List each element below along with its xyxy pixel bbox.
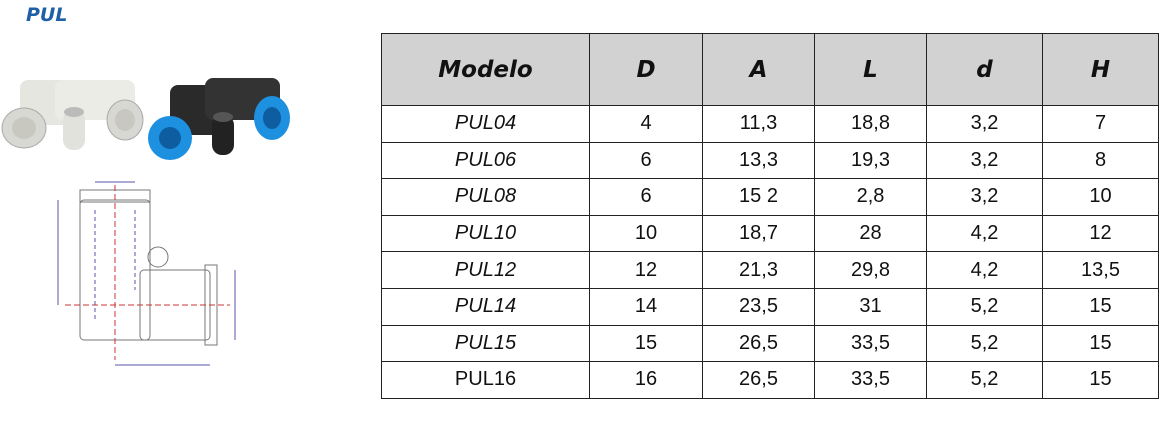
value-cell: 16 xyxy=(589,361,703,399)
value-cell: 3,2 xyxy=(926,105,1043,143)
black-fitting xyxy=(148,78,290,160)
model-cell: PUL10 xyxy=(381,214,590,253)
value-cell: 7 xyxy=(1042,105,1159,143)
value-cell: 18,8 xyxy=(814,105,927,143)
table-row: PUL08 6 15 2 2,8 3,2 10 xyxy=(381,178,1159,216)
value-cell: 4,2 xyxy=(926,214,1043,253)
value-cell: 2,8 xyxy=(814,178,927,216)
table-row: PUL06 6 13,3 19,3 3,2 8 xyxy=(381,141,1159,180)
value-cell: 26,5 xyxy=(702,324,815,363)
value-cell: 29,8 xyxy=(814,251,927,289)
value-cell: 4,2 xyxy=(926,251,1043,289)
column-header: D xyxy=(589,33,703,106)
value-cell: 3,2 xyxy=(926,141,1043,180)
value-cell: 5,2 xyxy=(926,287,1043,326)
value-cell: 31 xyxy=(814,287,927,326)
value-cell: 18,7 xyxy=(702,214,815,253)
value-cell: 19,3 xyxy=(814,141,927,180)
value-cell: 5,2 xyxy=(926,324,1043,363)
table-row: PUL10 10 18,7 28 4,2 12 xyxy=(381,214,1159,253)
column-header: H xyxy=(1042,33,1159,106)
column-header: A xyxy=(702,33,815,106)
column-header: d xyxy=(926,33,1043,106)
value-cell: 23,5 xyxy=(702,287,815,326)
table-row: PUL16 16 26,5 33,5 5,2 15 xyxy=(381,361,1159,399)
value-cell: 6 xyxy=(589,141,703,180)
technical-drawing xyxy=(57,181,236,366)
value-cell: 15 xyxy=(1042,287,1159,326)
value-cell: 28 xyxy=(814,214,927,253)
model-cell: PUL16 xyxy=(381,361,590,399)
value-cell: 10 xyxy=(1042,178,1159,216)
product-images xyxy=(1,78,290,366)
value-cell: 6 xyxy=(589,178,703,216)
column-header: L xyxy=(814,33,927,106)
model-cell: PUL06 xyxy=(381,141,590,180)
model-cell: PUL08 xyxy=(381,178,590,216)
model-cell: PUL04 xyxy=(381,105,590,143)
value-cell: 15 xyxy=(589,324,703,363)
model-cell: PUL14 xyxy=(381,287,590,326)
value-cell: 13,5 xyxy=(1042,251,1159,289)
page-title: PUL xyxy=(26,4,68,26)
model-cell: PUL12 xyxy=(381,251,590,289)
table-row: PUL15 15 26,5 33,5 5,2 15 xyxy=(381,324,1159,363)
white-fitting xyxy=(1,80,144,150)
value-cell: 4 xyxy=(589,105,703,143)
value-cell: 15 xyxy=(1042,361,1159,399)
value-cell: 10 xyxy=(589,214,703,253)
value-cell: 3,2 xyxy=(926,178,1043,216)
value-cell: 15 2 xyxy=(702,178,815,216)
value-cell: 33,5 xyxy=(814,361,927,399)
value-cell: 33,5 xyxy=(814,324,927,363)
value-cell: 5,2 xyxy=(926,361,1043,399)
value-cell: 15 xyxy=(1042,324,1159,363)
column-header: Modelo xyxy=(381,33,590,106)
value-cell: 8 xyxy=(1042,141,1159,180)
table-row: PUL04 4 11,3 18,8 3,2 7 xyxy=(381,105,1159,143)
value-cell: 14 xyxy=(589,287,703,326)
model-cell: PUL15 xyxy=(381,324,590,363)
value-cell: 21,3 xyxy=(702,251,815,289)
value-cell: 12 xyxy=(1042,214,1159,253)
value-cell: 26,5 xyxy=(702,361,815,399)
table-row: PUL14 14 23,5 31 5,2 15 xyxy=(381,287,1159,326)
value-cell: 11,3 xyxy=(702,105,815,143)
value-cell: 13,3 xyxy=(702,141,815,180)
table-row: PUL12 12 21,3 29,8 4,2 13,5 xyxy=(381,251,1159,289)
value-cell: 12 xyxy=(589,251,703,289)
